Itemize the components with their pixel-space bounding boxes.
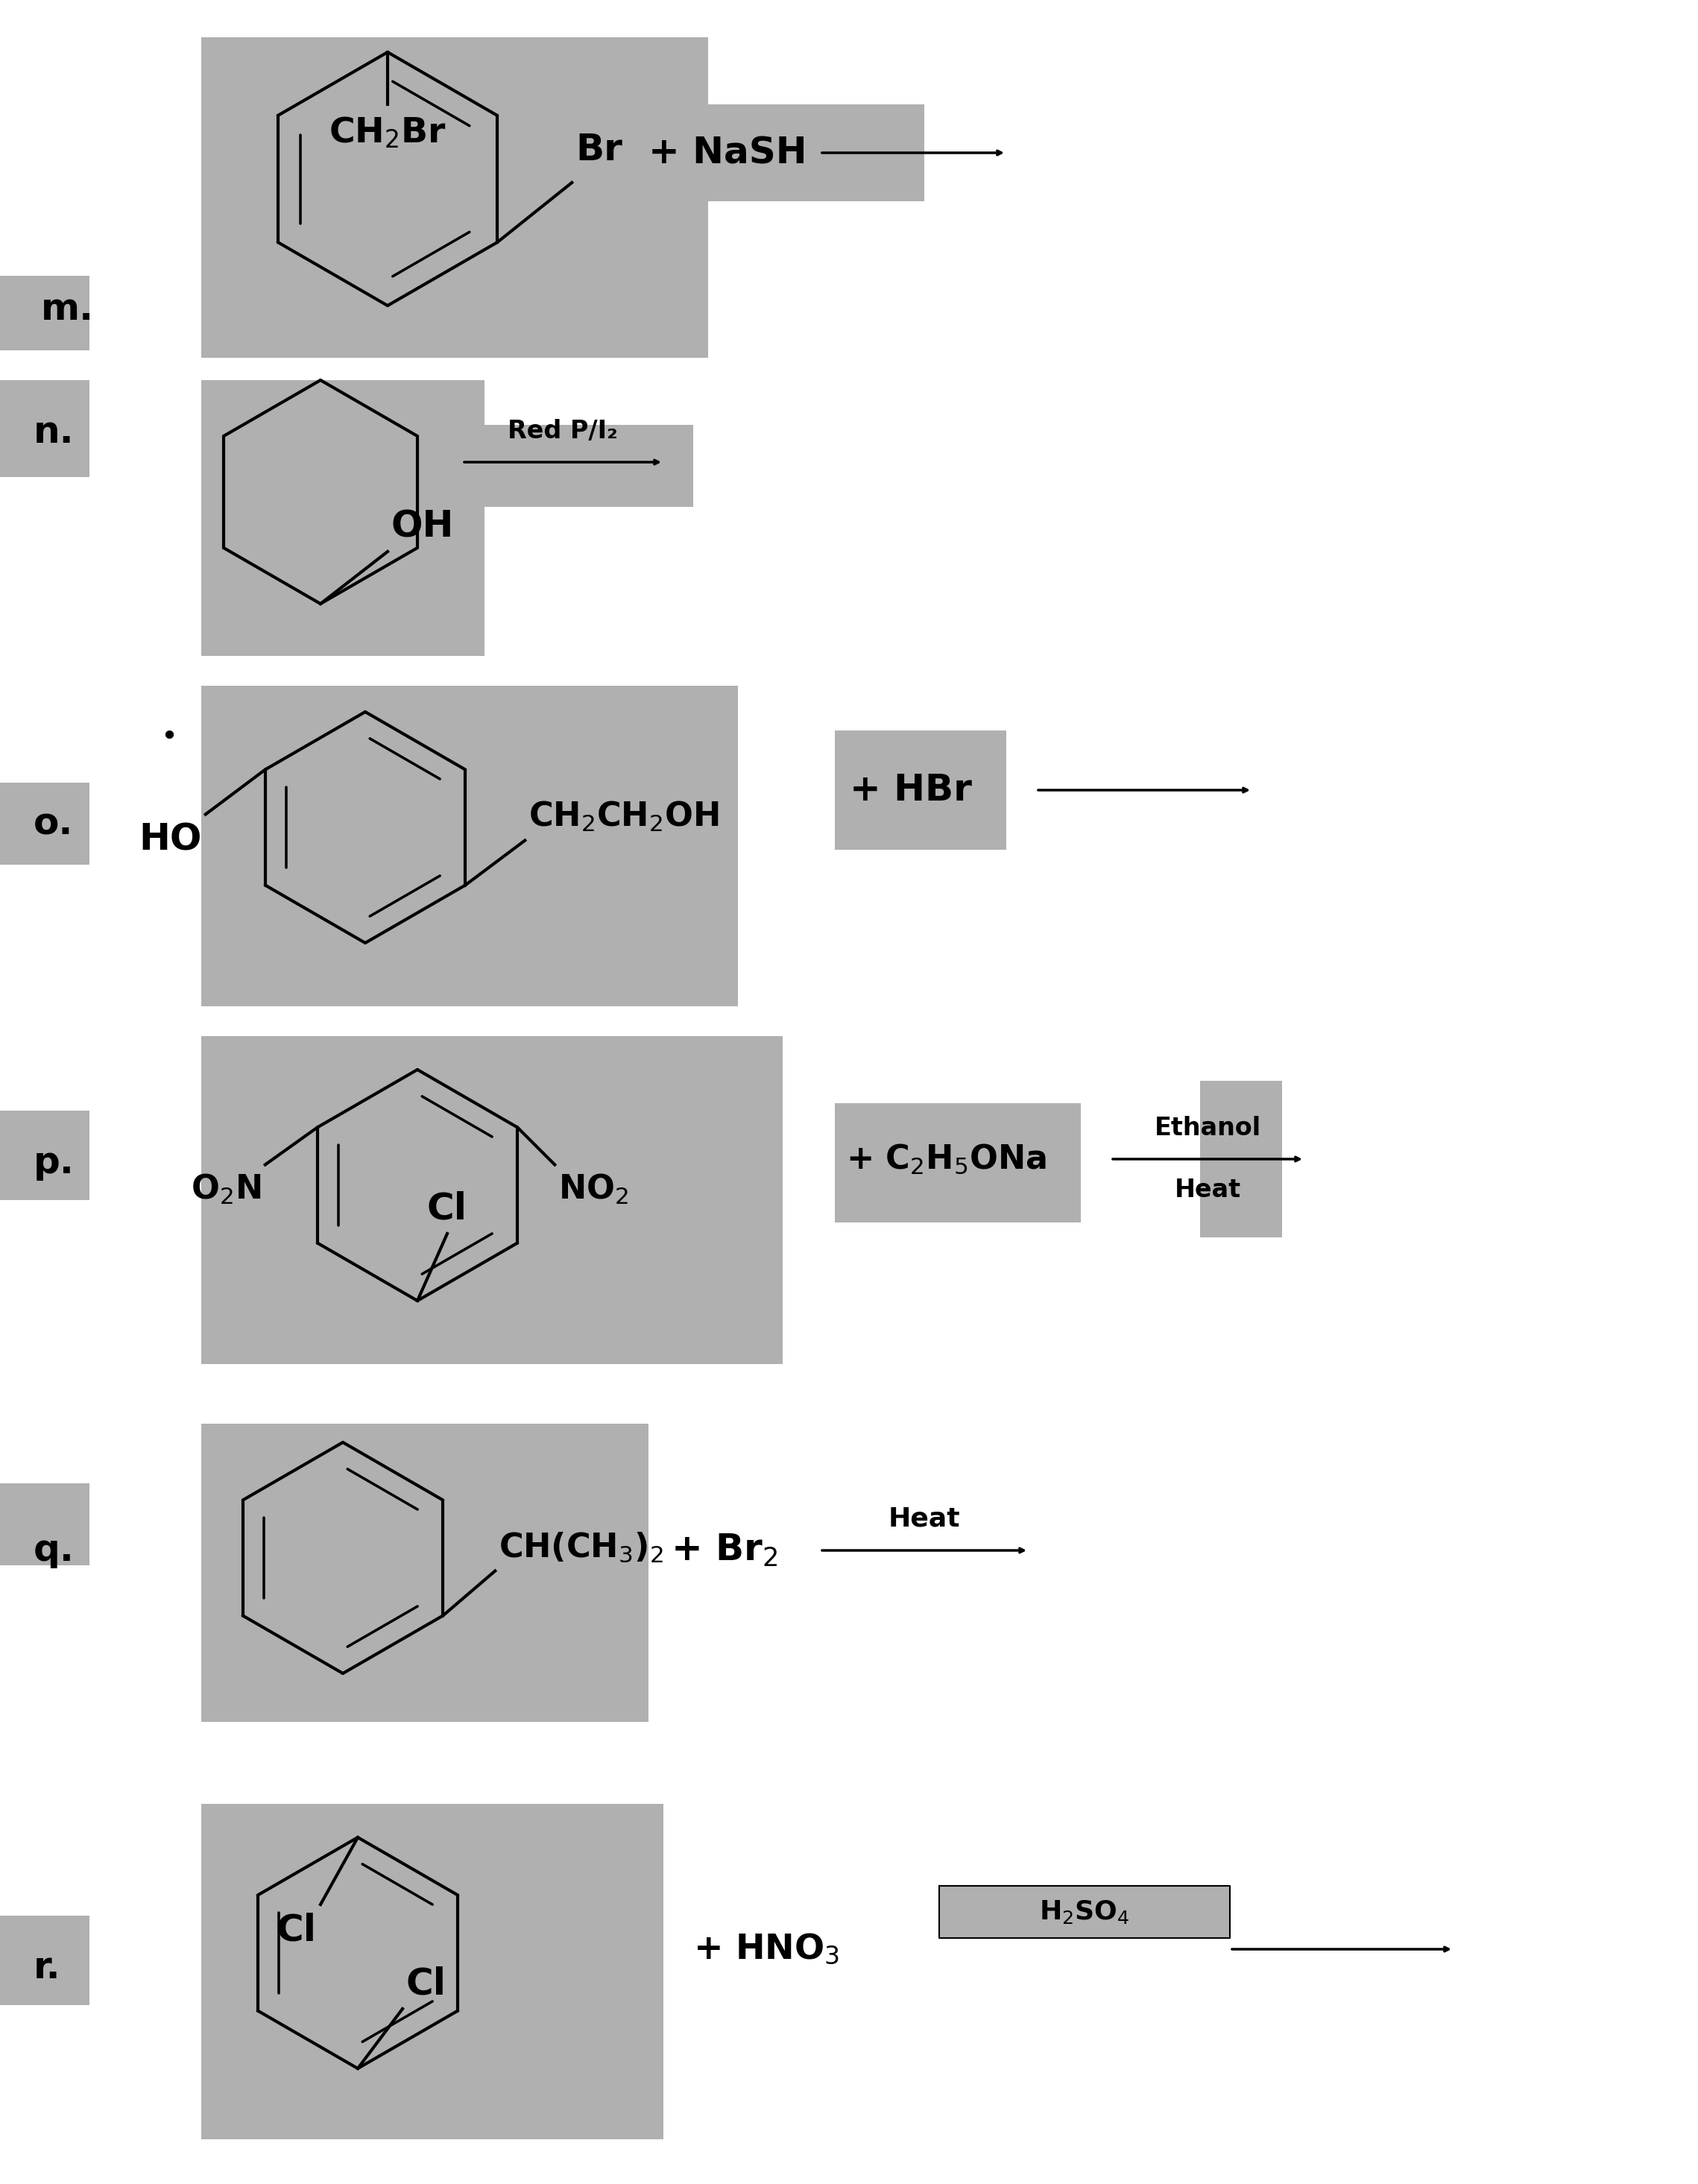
Bar <box>202 37 708 358</box>
Text: + C$_2$H$_5$ONa: + C$_2$H$_5$ONa <box>846 1142 1046 1175</box>
Text: r.: r. <box>34 1950 61 1985</box>
Text: CH(CH$_3$)$_2$: CH(CH$_3$)$_2$ <box>499 1531 664 1564</box>
Text: Cl: Cl <box>277 1911 318 1948</box>
Text: H$_2$SO$_4$: H$_2$SO$_4$ <box>1039 1898 1129 1926</box>
Text: HO: HO <box>139 821 202 858</box>
Text: + HNO$_3$: + HNO$_3$ <box>693 1933 839 1966</box>
Bar <box>611 105 924 201</box>
Text: Br: Br <box>576 131 623 168</box>
Bar <box>0 782 90 865</box>
Bar <box>418 426 693 507</box>
Bar <box>0 380 90 476</box>
Text: NO$_2$: NO$_2$ <box>559 1173 628 1206</box>
Bar <box>202 1424 649 1721</box>
Text: m.: m. <box>41 290 93 328</box>
Bar <box>835 1103 1082 1223</box>
Bar <box>202 380 484 655</box>
Bar <box>0 1112 90 1199</box>
Text: Cl: Cl <box>406 1966 447 2001</box>
Bar <box>0 275 90 349</box>
Bar <box>835 729 1007 850</box>
Text: O$_2$N: O$_2$N <box>192 1173 261 1206</box>
Text: q.: q. <box>34 1533 75 1568</box>
Text: + Br$_2$: + Br$_2$ <box>671 1533 778 1568</box>
Text: Red P/I₂: Red P/I₂ <box>508 419 618 443</box>
Bar <box>202 686 739 1007</box>
Text: n.: n. <box>34 415 75 450</box>
Bar <box>202 1804 664 2140</box>
Text: Cl: Cl <box>428 1190 467 1225</box>
Text: o.: o. <box>34 806 73 841</box>
Text: Heat: Heat <box>888 1507 961 1531</box>
Bar <box>0 1483 90 1566</box>
Text: + HBr: + HBr <box>849 773 971 808</box>
Text: Heat: Heat <box>1175 1177 1241 1203</box>
Bar <box>939 1885 1229 1937</box>
Bar <box>1200 1081 1282 1238</box>
Text: •: • <box>160 723 177 751</box>
Text: OH: OH <box>391 509 455 544</box>
Text: CH$_2$Br: CH$_2$Br <box>329 116 447 151</box>
Bar <box>0 1915 90 2005</box>
Text: p.: p. <box>34 1144 75 1182</box>
Bar <box>202 1035 783 1365</box>
Text: Ethanol: Ethanol <box>1155 1116 1262 1140</box>
Text: CH$_2$CH$_2$OH: CH$_2$CH$_2$OH <box>528 799 720 832</box>
Text: + NaSH: + NaSH <box>649 135 807 170</box>
